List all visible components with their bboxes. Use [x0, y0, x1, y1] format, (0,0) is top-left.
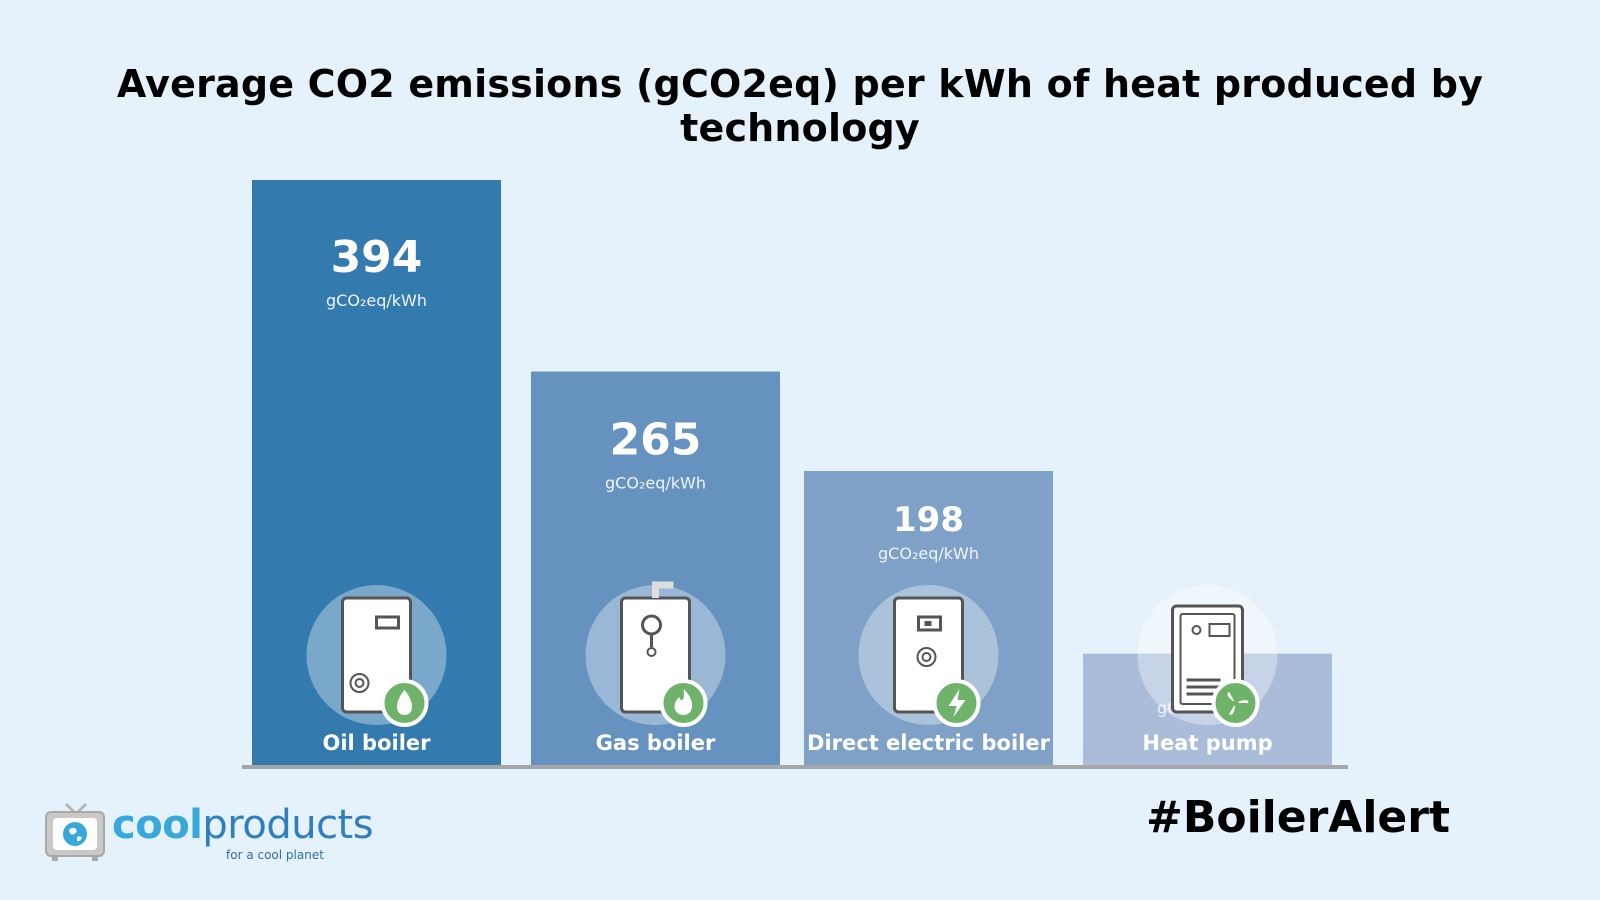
- coolproducts-logo: coolproducts for a cool planet: [44, 800, 384, 880]
- bar-group: 75gCO₂eq/kWhHeat pump: [1083, 585, 1332, 765]
- value-label: 265: [610, 415, 702, 466]
- logo-tagline: for a cool planet: [226, 848, 324, 862]
- category-label: Direct electric boiler: [807, 731, 1051, 755]
- unit-label: gCO₂eq/kWh: [878, 544, 979, 563]
- category-label: Heat pump: [1142, 731, 1272, 755]
- logo-cool-text: cool: [112, 802, 203, 848]
- unit-label: gCO₂eq/kWh: [326, 291, 427, 310]
- tv-globe-icon: [45, 802, 105, 861]
- category-label: Oil boiler: [322, 731, 431, 755]
- value-label: 394: [331, 232, 423, 283]
- unit-label: gCO₂eq/kWh: [605, 474, 706, 493]
- chart-title: Average CO2 emissions (gCO2eq) per kWh o…: [116, 62, 1484, 150]
- bar-group: 198 gCO₂eq/kWh Direct electric boiler: [804, 471, 1053, 765]
- logo-wordmark: coolproducts: [112, 802, 374, 848]
- bar-group: 394 gCO₂eq/kWh Oil boiler: [252, 180, 501, 765]
- category-label: Gas boiler: [596, 731, 716, 755]
- hashtag-text: #BoilerAlert: [1145, 792, 1450, 843]
- value-label: 198: [893, 500, 964, 540]
- logo-products-text: products: [202, 802, 374, 848]
- bar-group: 265 gCO₂eq/kWh Gas boiler: [531, 371, 780, 765]
